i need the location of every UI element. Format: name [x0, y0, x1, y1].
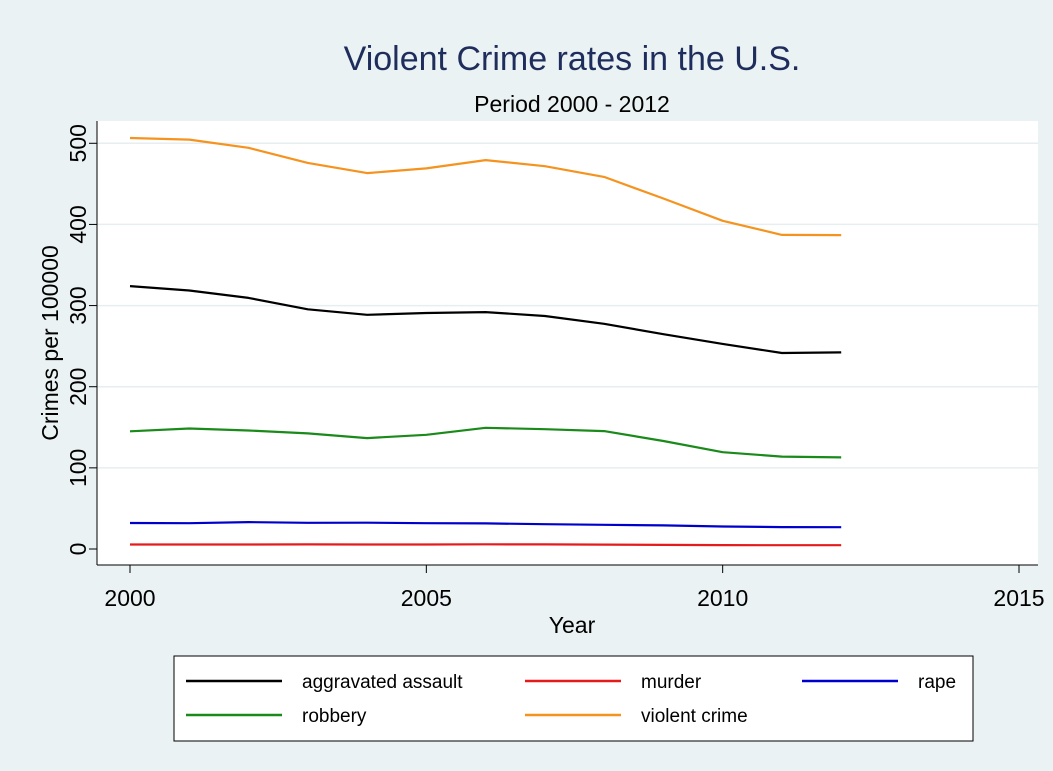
series-line-rape — [129, 520, 842, 529]
legend-label: violent crime — [641, 706, 748, 727]
legend-label: murder — [641, 672, 702, 693]
series-lines — [129, 136, 842, 547]
legend: aggravated assault murder rape robbery viole… — [173, 655, 974, 742]
x-tick-label: 2005 — [401, 585, 452, 611]
x-tick-label: 2010 — [697, 585, 748, 611]
y-tick-label: 200 — [65, 368, 91, 406]
x-tick-label: 2015 — [993, 585, 1044, 611]
gridlines — [97, 142, 1038, 469]
y-tick-label: 500 — [65, 124, 91, 162]
legend-box — [173, 655, 974, 742]
legend-label: aggravated assault — [302, 672, 463, 693]
axes: 0 100 200 300 400 500 2000 2005 2010 2015 — [65, 121, 1045, 611]
chart-title: Violent Crime rates in the U.S. — [344, 40, 801, 78]
y-tick-label: 400 — [65, 205, 91, 243]
series-line-murder — [130, 543, 842, 547]
series-line-violent-crime — [129, 136, 842, 237]
series-line-robbery — [129, 426, 842, 459]
y-tick-label: 100 — [65, 449, 91, 487]
y-axis-label: Crimes per 100000 — [37, 245, 63, 441]
y-tick-label: 0 — [65, 543, 91, 556]
series-line-aggravated-assault — [129, 285, 842, 355]
plot-area — [97, 121, 1038, 565]
chart-subtitle: Period 2000 - 2012 — [474, 91, 670, 117]
legend-label: rape — [918, 672, 956, 693]
x-tick-label: 2000 — [104, 585, 155, 611]
x-axis-label: Year — [549, 612, 596, 638]
legend-label: robbery — [302, 706, 367, 727]
y-tick-label: 300 — [65, 286, 91, 324]
